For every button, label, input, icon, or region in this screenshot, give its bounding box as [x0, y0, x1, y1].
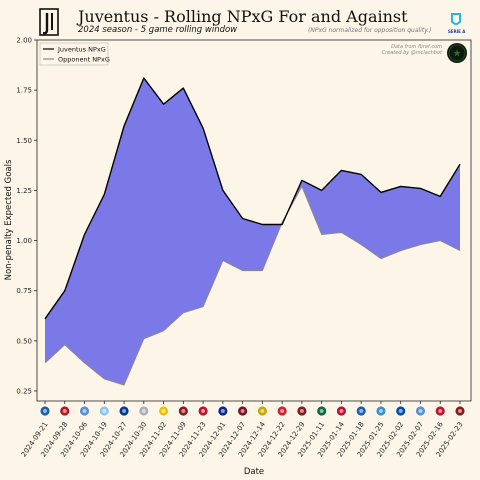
opponent-badge-icon — [276, 405, 288, 417]
y-tick-label: 1.75 — [16, 87, 32, 95]
opponent-badge-icon — [296, 405, 308, 417]
opponent-badge-icon — [217, 405, 229, 417]
opponent-badge-icon — [355, 405, 367, 417]
credit-data-source: Data from fbref.com — [391, 44, 442, 50]
serie-a-label: SERIE A — [448, 29, 466, 34]
opponent-badge-icon — [138, 405, 150, 417]
legend-opponent-label: Opponent NPxG — [58, 56, 110, 64]
opponent-badge-icon — [395, 405, 407, 417]
y-tick-label: 1.25 — [16, 187, 32, 195]
opponent-badge-icon — [79, 405, 90, 417]
opponent-badge-icon — [336, 405, 347, 417]
opponent-badge-icon — [237, 405, 249, 417]
serie-a-badge: SERIE A — [448, 13, 466, 34]
x-axis-label: Date — [244, 467, 264, 477]
y-tick-label: 0.25 — [16, 387, 32, 395]
opponent-badge-icon — [98, 405, 110, 417]
y-tick-label: 0.50 — [16, 337, 32, 345]
y-tick-label: 1.00 — [16, 237, 32, 245]
y-tick-label: 0.75 — [16, 287, 32, 295]
opponent-badges — [39, 405, 466, 417]
opponent-badge-icon — [415, 405, 426, 417]
y-axis: 0.25 0.50 0.75 1.00 1.25 1.50 1.75 2.00 — [16, 37, 37, 395]
opponent-badge-icon — [177, 405, 189, 417]
opponent-badge-icon — [59, 405, 71, 417]
chart-subtitle: 2024 season - 5 game rolling window — [78, 25, 237, 35]
author-emblem-icon: ★ — [447, 43, 467, 63]
legend: Juventus NPxG Opponent NPxG — [39, 42, 110, 66]
area-layer — [45, 78, 460, 385]
opponent-badge-icon — [434, 405, 446, 417]
y-axis-label: Non-penalty Expected Goals — [4, 159, 14, 280]
opponent-badge-icon — [256, 405, 268, 417]
juventus-npxg-line — [44, 77, 461, 320]
opponent-badge-icon — [316, 405, 328, 417]
svg-text:★: ★ — [453, 49, 462, 60]
credit-author: Created by @mclachbot — [382, 50, 443, 56]
legend-box — [39, 42, 109, 66]
opponent-badge-icon — [158, 405, 169, 417]
opponent-badge-icon — [118, 405, 130, 417]
opponent-badge-icon — [454, 405, 466, 417]
legend-juventus-label: Juventus NPxG — [57, 46, 106, 54]
opponent-npxg-line — [44, 185, 461, 386]
opponent-badge-icon — [39, 405, 51, 417]
npxg-difference-area — [45, 78, 460, 385]
chart-note: (NPxG normalized for opposition quality.… — [308, 27, 432, 34]
line-layer — [44, 77, 461, 386]
y-tick-label: 1.50 — [16, 137, 32, 145]
y-tick-label: 2.00 — [16, 37, 32, 45]
opponent-badge-icon — [197, 405, 209, 417]
juventus-logo — [39, 8, 59, 36]
chart-title: Juventus - Rolling NPxG For and Against — [76, 7, 408, 26]
opponent-badge-icon — [375, 405, 387, 417]
